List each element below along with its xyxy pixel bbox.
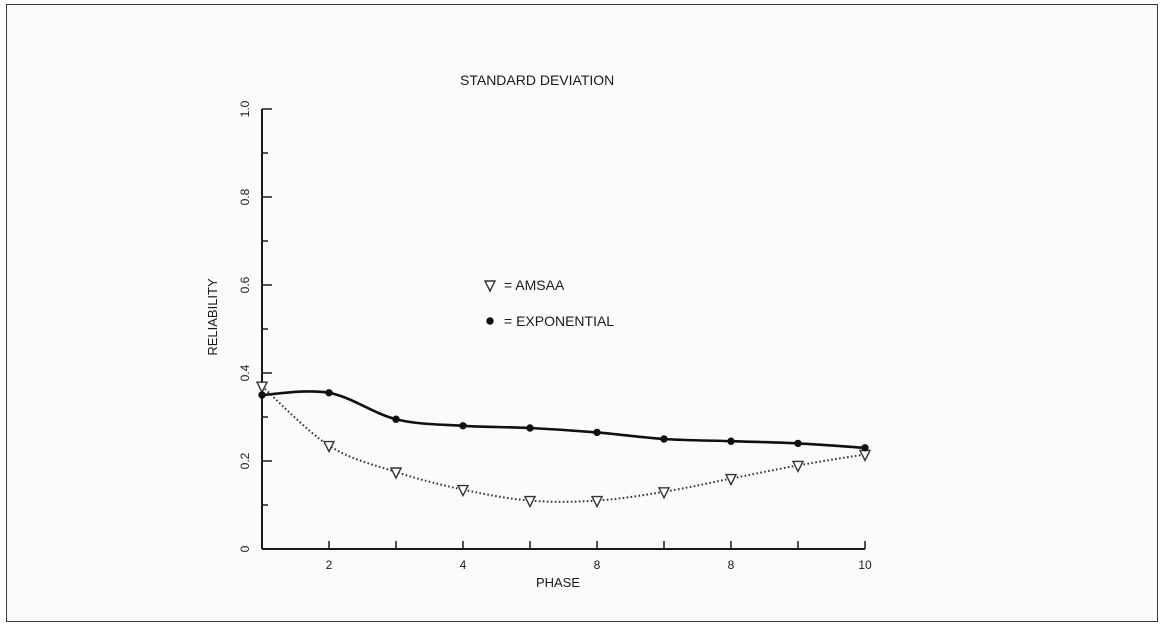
legend-marker-exponential [486,317,494,325]
y-tick-label: 0.4 [238,364,252,381]
legend-label-exponential: = EXPONENTIAL [504,313,614,329]
data-point-amsaa [590,495,604,509]
chart-title: STANDARD DEVIATION [460,72,614,88]
x-tick-label: 8 [594,558,601,572]
data-point-amsaa [322,440,336,454]
data-point-exponential [392,415,400,423]
data-point-exponential [727,437,735,445]
data-point-amsaa [456,484,470,498]
data-point-exponential [459,422,467,430]
series-line-amsaa [261,385,866,503]
legend: = AMSAA = EXPONENTIAL [483,277,614,329]
data-point-amsaa [791,460,805,473]
chart: STANDARD DEVIATION PHASE RELIABILITY 0 0.… [205,72,872,590]
x-tick-label: 2 [326,558,333,572]
data-point-amsaa [657,487,671,500]
y-tick-label: 1.0 [238,100,252,117]
data-point-exponential [593,428,601,437]
data-point-exponential [526,424,534,432]
series-lines [261,385,866,503]
data-point-amsaa [523,495,537,509]
x-axis-label: PHASE [536,575,580,590]
data-point-amsaa [724,473,738,487]
data-point-exponential [258,391,266,399]
data-point-amsaa [389,467,403,480]
y-tick-label: 0 [238,545,252,552]
chart-frame: STANDARD DEVIATION PHASE RELIABILITY 0 0.… [6,4,1158,622]
y-tick-label: 0.2 [238,452,252,469]
data-point-exponential [325,389,333,397]
axes: 0 0.2 0.4 0.6 0.8 1.0 2 4 8 8 10 [238,100,872,572]
series-markers [255,381,872,509]
x-tick-label: 10 [858,558,872,572]
y-tick-label: 0.8 [238,188,252,205]
series-line-exponential [261,390,866,450]
data-point-amsaa [255,381,269,394]
data-point-exponential [660,435,668,443]
data-point-amsaa [858,449,872,462]
legend-marker-amsaa [483,280,497,293]
x-tick-label: 8 [728,558,735,572]
legend-label-amsaa: = AMSAA [504,277,565,293]
data-point-exponential [861,444,869,452]
y-tick-label: 0.6 [238,276,252,293]
x-tick-label: 4 [460,558,467,572]
data-point-exponential [794,439,802,448]
y-axis-label: RELIABILITY [205,278,220,356]
